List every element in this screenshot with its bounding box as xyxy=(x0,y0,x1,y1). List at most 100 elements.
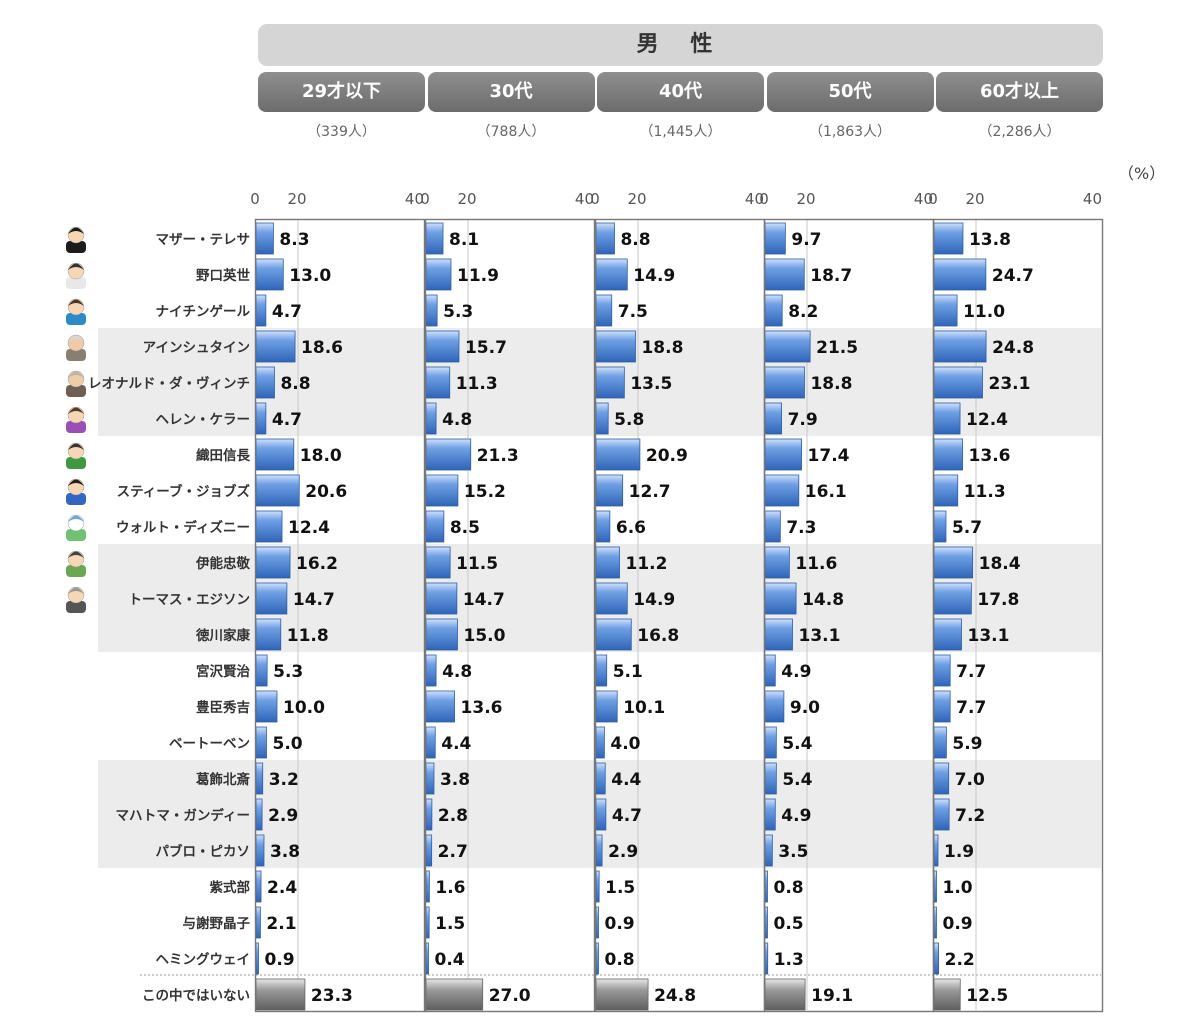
data-label: 12.4 xyxy=(966,410,1008,430)
data-label: 4.7 xyxy=(272,410,302,430)
bar xyxy=(425,222,444,255)
data-label: 20.6 xyxy=(305,482,347,502)
bar xyxy=(764,258,805,291)
bar xyxy=(255,294,267,327)
x-tick-label: 0 xyxy=(928,190,938,208)
bar xyxy=(425,798,433,831)
data-label: 0.5 xyxy=(774,914,804,934)
data-label: 0.9 xyxy=(605,914,635,934)
surveyor-icon xyxy=(66,550,86,577)
panel-frame xyxy=(932,218,1104,1013)
bar xyxy=(255,870,262,903)
data-label: 9.7 xyxy=(791,230,821,250)
data-label: 13.6 xyxy=(969,446,1011,466)
x-tick-label: 20 xyxy=(627,190,646,208)
bar xyxy=(255,690,278,723)
age-tab: 50代 xyxy=(766,72,934,112)
bar xyxy=(255,798,263,831)
data-label: 11.3 xyxy=(456,374,498,394)
bar xyxy=(595,690,618,723)
data-label: 11.6 xyxy=(795,554,837,574)
data-label: 3.2 xyxy=(269,770,299,790)
bar xyxy=(255,546,291,579)
data-label: 9.0 xyxy=(790,698,820,718)
data-label: 5.9 xyxy=(952,734,982,754)
category-label: パブロ・ピカソ xyxy=(156,843,251,860)
bar xyxy=(425,690,455,723)
doctor-icon xyxy=(66,262,86,289)
icon-hair xyxy=(68,263,84,270)
bar xyxy=(933,798,950,831)
bar xyxy=(933,366,983,399)
icon-body xyxy=(66,493,86,505)
icon-body xyxy=(66,601,86,613)
icon-body xyxy=(66,277,86,289)
panel-frame xyxy=(254,218,426,1013)
bar xyxy=(595,510,611,543)
age-tab: 60才以上 xyxy=(936,72,1103,112)
data-label: 15.0 xyxy=(464,626,506,646)
data-label: 17.4 xyxy=(808,446,850,466)
bar xyxy=(425,834,433,867)
data-label: 5.0 xyxy=(273,734,303,754)
bar xyxy=(425,330,460,363)
age-tab: 29才以下 xyxy=(258,72,425,112)
bar xyxy=(933,834,939,867)
data-label: 1.5 xyxy=(435,914,465,934)
data-label: 0.8 xyxy=(605,950,635,970)
data-label: 24.8 xyxy=(992,338,1034,358)
data-label: 2.9 xyxy=(268,806,298,826)
bar xyxy=(933,690,951,723)
data-label: 1.0 xyxy=(943,878,973,898)
age-tab: 30代 xyxy=(427,72,595,112)
bar xyxy=(595,870,600,903)
bar xyxy=(595,762,606,795)
bar xyxy=(595,978,649,1011)
icon-body xyxy=(66,313,86,325)
data-label: 11.5 xyxy=(456,554,498,574)
icon-hair xyxy=(68,227,84,234)
data-label: 7.2 xyxy=(955,806,985,826)
bar xyxy=(595,834,603,867)
bar xyxy=(764,798,776,831)
bar xyxy=(595,654,608,687)
category-label: 紫式部 xyxy=(210,879,251,896)
data-label: 12.4 xyxy=(288,518,330,538)
x-tick-label: 0 xyxy=(590,190,600,208)
data-label: 1.9 xyxy=(944,842,974,862)
x-tick-label: 20 xyxy=(796,190,815,208)
bar xyxy=(255,402,267,435)
data-label: 13.8 xyxy=(969,230,1011,250)
data-label: 18.6 xyxy=(301,338,343,358)
data-label: 8.1 xyxy=(449,230,479,250)
data-label: 18.8 xyxy=(810,374,852,394)
data-label: 7.7 xyxy=(956,698,986,718)
data-label: 16.2 xyxy=(296,554,338,574)
bar xyxy=(425,978,484,1011)
data-label: 3.8 xyxy=(440,770,470,790)
data-label: 8.5 xyxy=(450,518,480,538)
icon-hair xyxy=(68,335,84,342)
bar xyxy=(933,294,958,327)
bar xyxy=(255,834,265,867)
bar xyxy=(425,582,458,615)
data-label: 21.5 xyxy=(816,338,858,358)
bar xyxy=(933,654,951,687)
bar xyxy=(255,726,267,759)
data-label: 4.7 xyxy=(612,806,642,826)
data-label: 11.3 xyxy=(964,482,1006,502)
data-label: 2.1 xyxy=(266,914,296,934)
data-label: 4.9 xyxy=(781,662,811,682)
data-label: 12.5 xyxy=(966,986,1008,1006)
bar xyxy=(764,618,793,651)
bar xyxy=(255,258,284,291)
x-tick-label: 40 xyxy=(575,190,594,208)
bar xyxy=(595,474,624,507)
bar xyxy=(595,618,632,651)
data-label: 14.7 xyxy=(293,590,335,610)
data-label: 5.4 xyxy=(782,770,812,790)
bar xyxy=(425,654,437,687)
x-tick-label: 20 xyxy=(965,190,984,208)
data-label: 27.0 xyxy=(489,986,531,1006)
